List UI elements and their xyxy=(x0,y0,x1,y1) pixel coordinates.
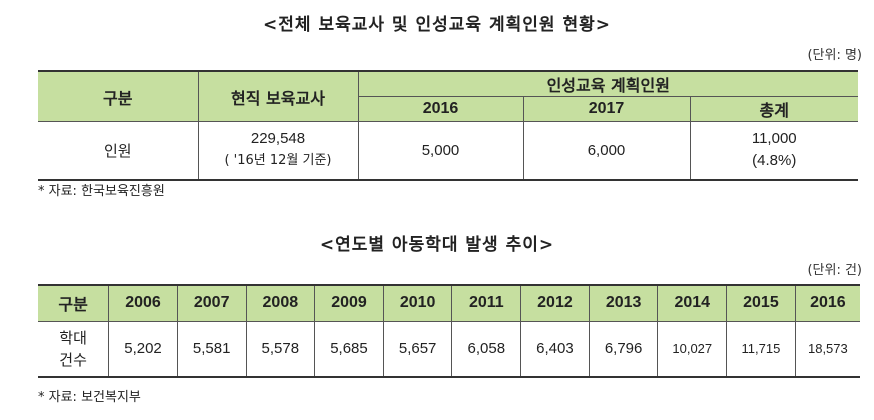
abuse-row-label-line1: 학대 xyxy=(59,328,87,347)
header-total: 총계 xyxy=(689,96,858,122)
teacher-table-header-row-1: 구분 현직 보육교사 인성교육 계획인원 xyxy=(38,70,858,122)
row-label-personnel: 인원 xyxy=(38,121,199,180)
abuse-count-cell: 5,657 xyxy=(382,320,453,378)
current-teachers-note: ( '16년 12월 기준) xyxy=(224,153,332,169)
header-year-2016: 2016 xyxy=(358,96,524,122)
abuse-count-cell: 5,578 xyxy=(245,320,316,378)
table1-source: * 자료: 한국보육진흥원 xyxy=(38,184,165,199)
teacher-table-data-row: 인원 229,548 ( '16년 12월 기준) 5,000 6,000 11… xyxy=(38,121,858,180)
table2-source: * 자료: 보건복지부 xyxy=(38,390,141,405)
table1-title: <전체 보육교사 및 인성교육 계획인원 현황> xyxy=(263,15,611,35)
abuse-header-year: 2012 xyxy=(520,284,590,322)
abuse-header-year: 2016 xyxy=(794,284,860,322)
abuse-table-header-row: 구분 2006 2007 2008 2009 2010 2011 2012 2013 2014 2… xyxy=(38,284,860,322)
abuse-row-label-line2: 건수 xyxy=(59,350,87,369)
header-year-2017: 2017 xyxy=(522,96,691,122)
abuse-table-data-row: 학대 건수 5,202 5,581 5,578 5,685 5,657 6,058 6,40… xyxy=(38,320,860,378)
abuse-header-year: 2015 xyxy=(726,284,796,322)
header-planned-group: 인성교육 계획인원 xyxy=(357,70,858,97)
abuse-header-category: 구분 xyxy=(38,284,110,322)
total-cell: 11,000 (4.8%) xyxy=(689,121,858,180)
abuse-header-year: 2011 xyxy=(451,284,522,322)
abuse-count-cell: 5,581 xyxy=(176,320,247,378)
table2-title: <연도별 아동학대 발생 추이> xyxy=(319,235,555,255)
abuse-row-label: 학대 건수 xyxy=(38,320,110,378)
abuse-count-cell: 6,058 xyxy=(451,320,522,378)
abuse-table: 구분 2006 2007 2008 2009 2010 2011 2012 2013 2014 2… xyxy=(38,284,860,378)
abuse-header-year: 2009 xyxy=(314,284,384,322)
abuse-header-year: 2013 xyxy=(588,284,659,322)
abuse-count-cell: 6,796 xyxy=(588,320,659,378)
header-current-teachers: 현직 보육교사 xyxy=(197,70,359,122)
value-2016: 5,000 xyxy=(357,121,524,180)
current-teachers-value: 229,548 xyxy=(250,130,306,148)
total-percentage: (4.8%) xyxy=(752,152,797,170)
abuse-count-cell: 18,573 xyxy=(794,320,860,378)
total-value: 11,000 xyxy=(751,130,797,148)
table2-unit: (단위: 건) xyxy=(807,263,862,278)
current-teachers-cell: 229,548 ( '16년 12월 기준) xyxy=(197,121,359,180)
abuse-header-year: 2014 xyxy=(657,284,728,322)
abuse-header-year: 2010 xyxy=(382,284,453,322)
abuse-header-year: 2007 xyxy=(176,284,247,322)
header-category: 구분 xyxy=(38,70,199,122)
teacher-table: 구분 현직 보육교사 인성교육 계획인원 2016 2017 총계 인원 229… xyxy=(38,70,858,181)
abuse-count-cell: 11,715 xyxy=(726,320,796,378)
abuse-count-cell: 10,027 xyxy=(657,320,728,378)
abuse-header-year: 2006 xyxy=(108,284,178,322)
abuse-count-cell: 5,202 xyxy=(108,320,178,378)
table1-unit: (단위: 명) xyxy=(807,48,862,63)
abuse-count-cell: 5,685 xyxy=(314,320,384,378)
value-2017: 6,000 xyxy=(522,121,691,180)
abuse-count-cell: 6,403 xyxy=(520,320,590,378)
abuse-header-year: 2008 xyxy=(245,284,316,322)
